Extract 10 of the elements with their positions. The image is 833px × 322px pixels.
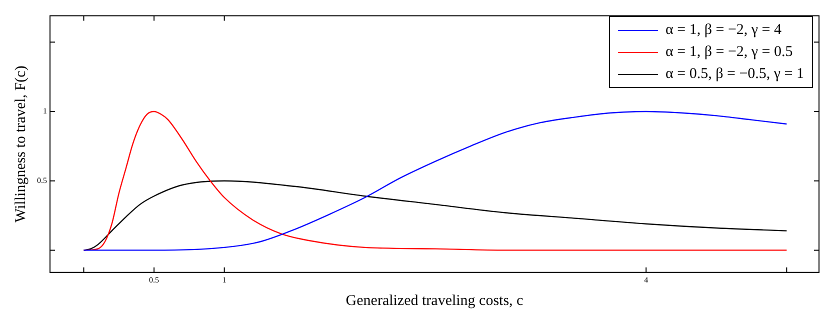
x-tick-label: 1 <box>222 275 226 284</box>
legend-label: α = 1, β = −2, γ = 4 <box>666 21 782 40</box>
legend-label: α = 1, β = −2, γ = 0.5 <box>666 43 793 62</box>
x-tick-label: 4 <box>644 275 648 284</box>
y-axis-title: Willingness to travel, F(c) <box>12 66 29 223</box>
legend-label: α = 0.5, β = −0.5, γ = 1 <box>666 65 804 84</box>
x-tick-label: 0.5 <box>149 275 160 284</box>
x-axis-title: Generalized traveling costs, c <box>346 292 524 309</box>
line-series <box>83 110 788 251</box>
line-series <box>83 180 788 251</box>
